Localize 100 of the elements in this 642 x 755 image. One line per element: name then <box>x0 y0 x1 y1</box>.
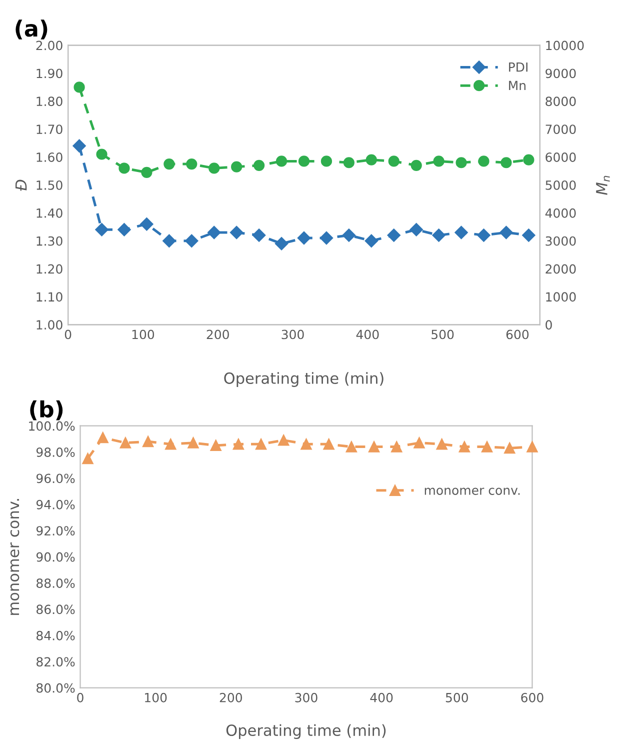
legend-label: PDI <box>509 62 528 72</box>
y2-tick-label: 10000 <box>546 40 584 50</box>
point <box>276 156 288 167</box>
point <box>500 226 513 240</box>
point <box>323 438 334 450</box>
y2-tick-label: 2000 <box>546 264 576 274</box>
point <box>274 237 288 250</box>
chart-title: (b) <box>30 400 63 420</box>
y-tick-label: 92.0% <box>36 526 75 536</box>
point <box>454 226 468 240</box>
x-tick-label: 300 <box>282 330 304 340</box>
y-tick-label: 1.10 <box>36 292 62 302</box>
point <box>364 234 378 248</box>
y-tick-label: 1.90 <box>36 68 62 78</box>
y2-tick-label: 3000 <box>546 236 576 246</box>
point <box>300 438 312 450</box>
point <box>118 162 130 174</box>
point <box>141 166 152 178</box>
y-tick-label: 84.0% <box>36 630 75 640</box>
point <box>320 156 332 167</box>
point <box>231 161 242 172</box>
point <box>120 437 132 448</box>
point <box>96 148 108 160</box>
y-tick-label: 86.0% <box>36 604 75 614</box>
y-tick-label: 100.0% <box>29 421 75 431</box>
y-tick-label: 1.30 <box>36 236 62 246</box>
point <box>391 441 402 452</box>
point <box>436 438 448 450</box>
point <box>346 441 357 452</box>
point <box>230 226 244 240</box>
point <box>410 160 422 171</box>
y2-tick-label: 6000 <box>546 152 576 162</box>
legend-label: Mn <box>509 80 526 90</box>
point <box>522 228 536 242</box>
y2-axis-title: M$_{n}$ <box>596 176 610 195</box>
point <box>414 437 425 448</box>
point <box>186 158 198 170</box>
y-tick-label: 1.20 <box>36 264 62 274</box>
x-tick-label: 0 <box>64 330 72 340</box>
y-axis-title: Đ <box>15 180 27 191</box>
x-axis-title: Operating time (min) <box>226 724 386 739</box>
point <box>297 231 311 245</box>
point <box>162 234 176 248</box>
x-tick-label: 0 <box>77 692 84 702</box>
point <box>188 437 199 448</box>
point <box>255 438 267 450</box>
point <box>165 438 176 450</box>
point <box>342 228 356 242</box>
point <box>208 162 220 174</box>
point <box>410 223 423 236</box>
point <box>185 234 198 248</box>
point <box>164 158 175 170</box>
x-tick-label: 500 <box>432 330 454 340</box>
legend-label: monomer conv. <box>424 488 520 495</box>
point <box>388 156 400 167</box>
x-tick-label: 400 <box>370 692 393 702</box>
point <box>97 432 108 444</box>
y-axis-title: monomer conv. <box>10 499 20 615</box>
y-tick-label: 1.60 <box>36 152 62 162</box>
x-tick-label: 400 <box>356 330 379 340</box>
chart-title: (a) <box>16 20 48 40</box>
y-tick-label: 1.70 <box>36 124 62 134</box>
point <box>118 223 131 236</box>
point <box>432 228 446 242</box>
point <box>458 441 470 452</box>
point <box>252 228 266 242</box>
point <box>477 228 490 242</box>
y2-tick-label: 7000 <box>546 124 576 134</box>
y-tick-label: 1.40 <box>36 208 62 218</box>
point <box>387 228 400 242</box>
y2-tick-label: 4000 <box>545 208 576 218</box>
y-tick-label: 82.0% <box>36 657 75 667</box>
point <box>478 156 490 167</box>
point <box>208 226 221 240</box>
y2-tick-label: 9000 <box>546 68 576 78</box>
point <box>456 157 467 168</box>
y-tick-label: 1.50 <box>36 180 62 190</box>
point <box>253 160 265 171</box>
point <box>82 453 94 464</box>
y2-tick-label: 0 <box>546 320 552 330</box>
y-tick-label: 90.0% <box>36 552 75 562</box>
x-tick-label: 600 <box>521 692 544 702</box>
point <box>368 441 380 452</box>
y-tick-label: 80.0% <box>36 683 75 693</box>
x-tick-label: 300 <box>295 692 318 702</box>
point <box>433 156 444 167</box>
point <box>504 442 516 454</box>
y-tick-label: 94.0% <box>36 500 75 510</box>
y-tick-label: 1.00 <box>36 320 62 330</box>
y2-tick-label: 1000 <box>546 292 576 302</box>
point <box>481 441 493 452</box>
x-tick-label: 500 <box>446 692 468 702</box>
point <box>210 440 222 452</box>
y-tick-label: 2.00 <box>36 40 62 50</box>
x-axis-title: Operating time (min) <box>224 372 384 387</box>
point <box>320 231 334 245</box>
x-tick-label: 200 <box>206 330 229 340</box>
x-tick-label: 100 <box>132 330 154 340</box>
point <box>278 434 290 446</box>
point <box>523 154 534 166</box>
